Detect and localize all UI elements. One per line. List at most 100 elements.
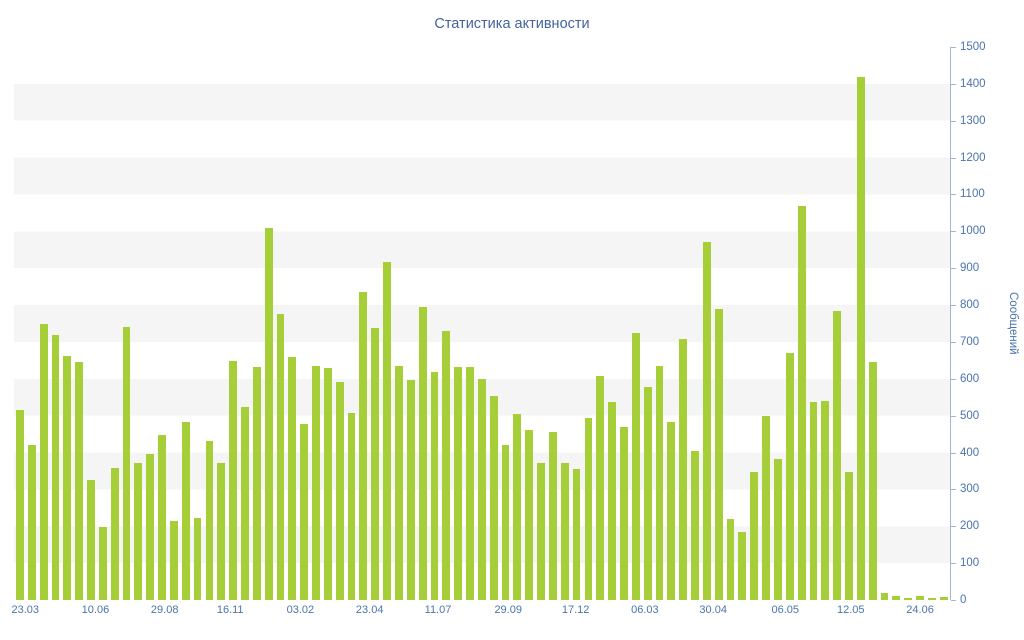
bar (892, 595, 901, 600)
y-tick-mark (951, 157, 956, 159)
bar (264, 228, 273, 600)
bar-slot (476, 47, 488, 600)
bar-slot (298, 47, 310, 600)
bar-slot (310, 47, 322, 600)
bar-slot (855, 47, 867, 600)
bar (572, 469, 581, 600)
bar (442, 330, 451, 600)
y-tick-label: 600 (960, 372, 980, 385)
bar (16, 410, 24, 600)
bar-slot (204, 47, 216, 600)
bar (762, 415, 770, 600)
bar (98, 527, 107, 600)
x-tick-label: 06.03 (631, 604, 659, 616)
bar-slot (890, 47, 902, 600)
bar (395, 365, 403, 600)
bar (702, 242, 711, 600)
x-tick-label: 29.08 (150, 604, 179, 616)
x-tick-label: 30.04 (699, 604, 727, 616)
bar (845, 471, 853, 600)
bar (596, 376, 605, 600)
bar-slot (713, 47, 725, 600)
bar-slot (192, 47, 204, 600)
y-tick-label: 0 (960, 594, 967, 606)
bar (584, 417, 593, 600)
bar-slot (251, 47, 263, 600)
bar-slot (109, 47, 121, 600)
bar (406, 379, 415, 600)
bar (525, 430, 534, 600)
x-tick-label: 23.03 (11, 604, 39, 616)
bar-slot (464, 47, 476, 600)
plot-area (14, 47, 950, 600)
y-tick-label: 1300 (960, 114, 986, 127)
bar (193, 518, 202, 600)
bar (51, 335, 60, 600)
bar (181, 421, 190, 600)
bar-slot (665, 47, 677, 600)
bar-slot (227, 47, 239, 600)
bar (312, 365, 320, 600)
bar (797, 206, 806, 600)
bar (643, 386, 652, 600)
bar (679, 338, 688, 600)
bar (418, 306, 427, 600)
x-tick-label: 11.07 (424, 604, 452, 616)
y-tick-label: 800 (960, 299, 980, 312)
bar-slot (523, 47, 535, 600)
bar-slot (393, 47, 405, 600)
bar-slot (215, 47, 227, 600)
y-tick-label: 900 (960, 262, 980, 275)
bar (939, 597, 948, 600)
x-tick-label: 06.05 (771, 604, 800, 616)
bar (87, 479, 95, 600)
bar (288, 357, 297, 600)
bar (667, 421, 676, 600)
x-tick-label: 03.02 (286, 604, 315, 616)
x-tick-label: 23.04 (355, 604, 384, 616)
bar-slot (618, 47, 630, 600)
bar (856, 76, 865, 600)
bar (548, 431, 557, 600)
y-tick-mark (951, 563, 956, 565)
y-tick-label: 400 (960, 446, 980, 459)
x-tick-label: 17.12 (561, 604, 590, 616)
y-tick-mark (951, 305, 956, 307)
bar-slot (405, 47, 417, 600)
y-tick-label: 1500 (960, 41, 986, 53)
bar-slot (630, 47, 642, 600)
bar-slot (701, 47, 713, 600)
bar (608, 402, 617, 600)
y-tick-label: 200 (960, 520, 980, 533)
bar (501, 445, 510, 600)
bar-slot (689, 47, 701, 600)
bar (371, 328, 380, 600)
bar (904, 597, 913, 600)
y-tick-mark (951, 83, 956, 85)
bar (27, 445, 36, 600)
bar-slot (796, 47, 808, 600)
y-axis-title-wrap: Сообщений (1004, 47, 1022, 600)
bar (122, 327, 131, 600)
bar (335, 381, 344, 600)
y-tick-label: 1200 (960, 151, 986, 164)
bar-slot (322, 47, 334, 600)
bar-slot (819, 47, 831, 600)
bar (252, 367, 261, 600)
bar-slot (914, 47, 926, 600)
bar (620, 427, 628, 600)
bar (39, 324, 48, 600)
bar-slot (381, 47, 393, 600)
bar-slot (879, 47, 891, 600)
bar-slot (760, 47, 772, 600)
x-tick-label: 16.11 (216, 604, 244, 616)
y-tick-mark (951, 489, 956, 491)
bar-slot (26, 47, 38, 600)
bar-slot (938, 47, 950, 600)
bar (833, 310, 842, 600)
bar (466, 367, 474, 600)
bar-slot (38, 47, 50, 600)
bar-slot (156, 47, 168, 600)
y-tick-mark (951, 452, 956, 454)
bar-slot (286, 47, 298, 600)
